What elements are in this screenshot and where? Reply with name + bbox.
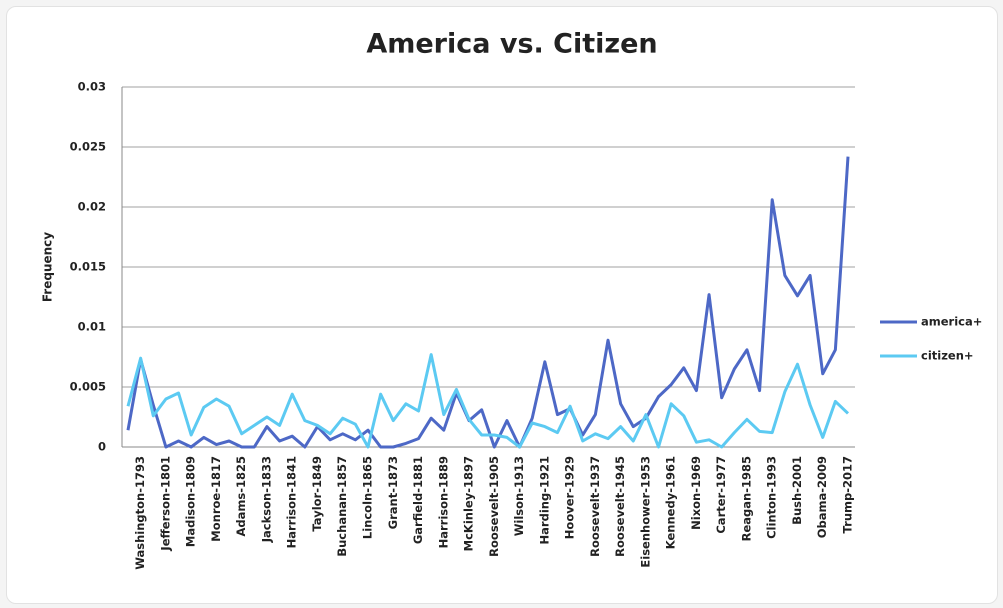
- x-tick-label: Hoover-1929: [563, 456, 577, 539]
- legend-label: citizen+: [921, 349, 974, 363]
- x-tick-label: Buchanan-1857: [335, 456, 349, 557]
- y-axis-label: Frequency: [41, 232, 55, 302]
- x-tick-label: Roosevelt-1937: [588, 456, 602, 557]
- x-tick-label: Roosevelt-1945: [613, 456, 627, 557]
- x-tick-label: Monroe-1817: [209, 456, 223, 542]
- x-tick-label: Jackson-1833: [259, 456, 273, 543]
- x-tick-label: Clinton-1993: [765, 456, 779, 539]
- y-tick-label: 0.02: [78, 200, 106, 214]
- x-tick-label: Harrison-1841: [285, 456, 299, 548]
- x-tick-label: Roosevelt-1905: [487, 456, 501, 557]
- y-tick-label: 0.005: [70, 380, 106, 394]
- y-tick-label: 0.01: [78, 320, 106, 334]
- x-tick-label: Kennedy-1961: [664, 456, 678, 549]
- x-tick-label: Harding-1921: [537, 456, 551, 544]
- x-tick-label: Eisenhower-1953: [638, 456, 652, 568]
- x-tick-label: Lincoln-1865: [361, 456, 375, 539]
- x-tick-label: Carter-1977: [714, 456, 728, 534]
- y-tick-label: 0.015: [70, 260, 106, 274]
- x-tick-label: Reagan-1985: [739, 456, 753, 541]
- x-tick-label: Madison-1809: [184, 456, 198, 547]
- x-tick-label: Obama-2009: [815, 456, 829, 538]
- x-tick-label: Washington-1793: [133, 456, 147, 570]
- line-series: [126, 156, 850, 449]
- x-tick-label: McKinley-1897: [462, 456, 476, 551]
- x-tick-label: Garfield-1881: [411, 456, 425, 544]
- y-tick-label: 0: [98, 440, 106, 454]
- legend-label: america+: [921, 315, 982, 329]
- line-series: [126, 353, 850, 449]
- x-tick-label: Nixon-1969: [689, 456, 703, 530]
- x-tick-label: Harrison-1889: [436, 456, 450, 548]
- y-tick-label: 0.03: [78, 80, 106, 94]
- x-tick-label: Taylor-1849: [310, 456, 324, 532]
- x-tick-label: Grant-1873: [386, 456, 400, 529]
- y-tick-label: 0.025: [70, 140, 106, 154]
- x-tick-label: Adams-1825: [234, 456, 248, 537]
- x-tick-label: Jefferson-1801: [158, 456, 172, 552]
- chart-title: America vs. Citizen: [366, 29, 657, 60]
- chart-card: [6, 6, 998, 604]
- x-tick-label: Bush-2001: [790, 456, 804, 525]
- x-tick-label: Wilson-1913: [512, 456, 526, 536]
- x-tick-label: Trump-2017: [841, 456, 855, 533]
